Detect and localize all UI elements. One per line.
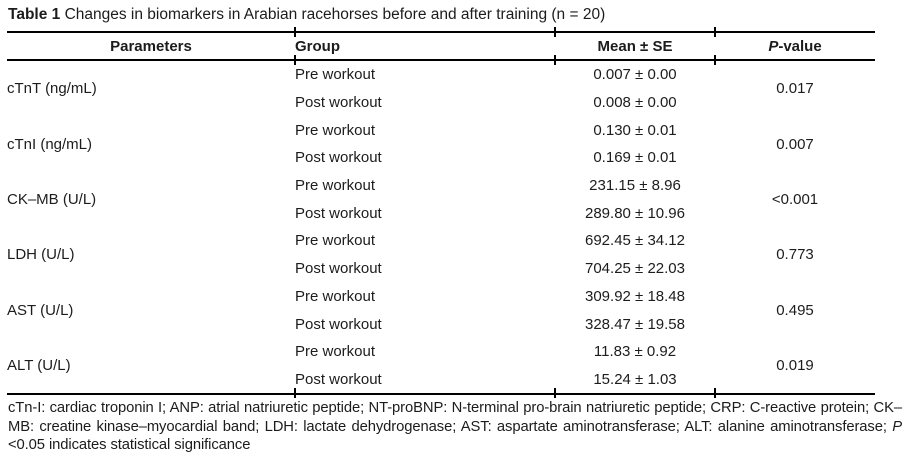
mean-cell: 231.15 ± 8.96 [589,177,681,195]
mean-cell: 15.24 ± 1.03 [593,370,677,388]
table-row: cTnI (ng/mL) Pre workout 0.130 ± 0.01 0.… [7,116,875,153]
table-footnote: cTn-I: cardiac troponin I; ANP: atrial n… [8,399,902,455]
group-cell: Post workout [295,204,382,222]
header-p-rest: -value [778,37,822,55]
column-separator-tick [554,55,556,65]
column-separator-tick [554,388,556,398]
pvalue-cell: 0.495 [776,301,814,319]
table-row: Post workout 15.24 ± 1.03 [7,366,875,395]
footnote-abbreviations: cTn-I: cardiac troponin I; ANP: atrial n… [8,400,902,435]
group-cell: Post workout [295,260,382,278]
table-row: ALT (U/L) Pre workout 11.83 ± 0.92 0.019 [7,338,875,374]
pvalue-cell: <0.001 [771,190,819,208]
table-row: Post workout 328.47 ± 19.58 [7,310,875,338]
column-separator-tick [554,27,556,37]
header-p-italic: P [768,37,779,55]
mean-cell: 704.25 ± 22.03 [585,260,685,278]
mean-cell: 0.007 ± 0.00 [593,66,677,84]
pvalue-cell: 0.007 [776,135,814,153]
parameter-cell: CK–MB (U/L) [7,190,97,208]
header-group: Group [295,37,340,55]
column-separator-tick [714,388,716,398]
group-cell: Pre workout [295,343,376,361]
pvalue-cell: 0.773 [776,246,814,264]
parameter-cell: ALT (U/L) [7,357,71,375]
header-mean-se: Mean ± SE [597,37,673,55]
header-parameters: Parameters [110,37,192,55]
mean-cell: 328.47 ± 19.58 [585,315,685,333]
table-row: AST (U/L) Pre workout 309.92 ± 18.48 0.4… [7,283,875,319]
footnote-significance-note: <0.05 indicates statistical significance [8,437,251,453]
table-row: LDH (U/L) Pre workout 692.45 ± 34.12 0.7… [7,227,875,263]
group-cell: Pre workout [295,66,376,84]
table-caption-text: Changes in biomarkers in Arabian racehor… [60,6,606,23]
column-separator-tick [714,27,716,37]
table-row: cTnT (ng/mL) Pre workout 0.007 ± 0.00 0.… [7,60,875,97]
mean-cell: 11.83 ± 0.92 [593,343,677,361]
group-cell: Post workout [295,315,382,333]
pvalue-cell: 0.019 [776,357,814,375]
table-row: Post workout 0.008 ± 0.00 [7,89,875,117]
parameter-cell: cTnT (ng/mL) [7,80,97,98]
table-row: Post workout 0.169 ± 0.01 [7,144,875,172]
mean-cell: 0.008 ± 0.00 [593,94,677,112]
table-header-row: Parameters Group Mean ± SE P-value [7,32,875,60]
column-separator-tick [714,55,716,65]
table-caption: Table 1 Changes in biomarkers in Arabian… [8,6,605,24]
table-row: Post workout 704.25 ± 22.03 [7,255,875,283]
table-caption-number: Table 1 [8,6,61,23]
group-cell: Pre workout [295,232,376,250]
group-cell: Pre workout [295,121,376,139]
column-separator-tick [294,55,296,65]
mean-cell: 0.169 ± 0.01 [593,149,677,167]
column-separator-tick [294,27,296,37]
pvalue-cell: 0.017 [776,80,814,98]
mean-cell: 289.80 ± 10.96 [585,204,685,222]
mean-cell: 309.92 ± 18.48 [585,287,685,305]
group-cell: Post workout [295,149,382,167]
group-cell: Post workout [295,370,382,388]
group-cell: Post workout [295,94,382,112]
parameter-cell: LDH (U/L) [7,246,75,264]
header-p-value: P-value [715,32,875,60]
column-separator-tick [294,388,296,398]
parameter-cell: cTnI (ng/mL) [7,135,93,153]
footnote-p-italic: P [892,418,902,435]
parameter-cell: AST (U/L) [7,301,74,319]
mean-cell: 0.130 ± 0.01 [593,121,677,139]
biomarker-table: Parameters Group Mean ± SE P-value cTnT … [7,31,875,396]
table-row: CK–MB (U/L) Pre workout 231.15 ± 8.96 <0… [7,172,875,208]
table-row: Post workout 289.80 ± 10.96 [7,199,875,227]
mean-cell: 692.45 ± 34.12 [585,232,685,250]
group-cell: Pre workout [295,287,376,305]
group-cell: Pre workout [295,177,376,195]
